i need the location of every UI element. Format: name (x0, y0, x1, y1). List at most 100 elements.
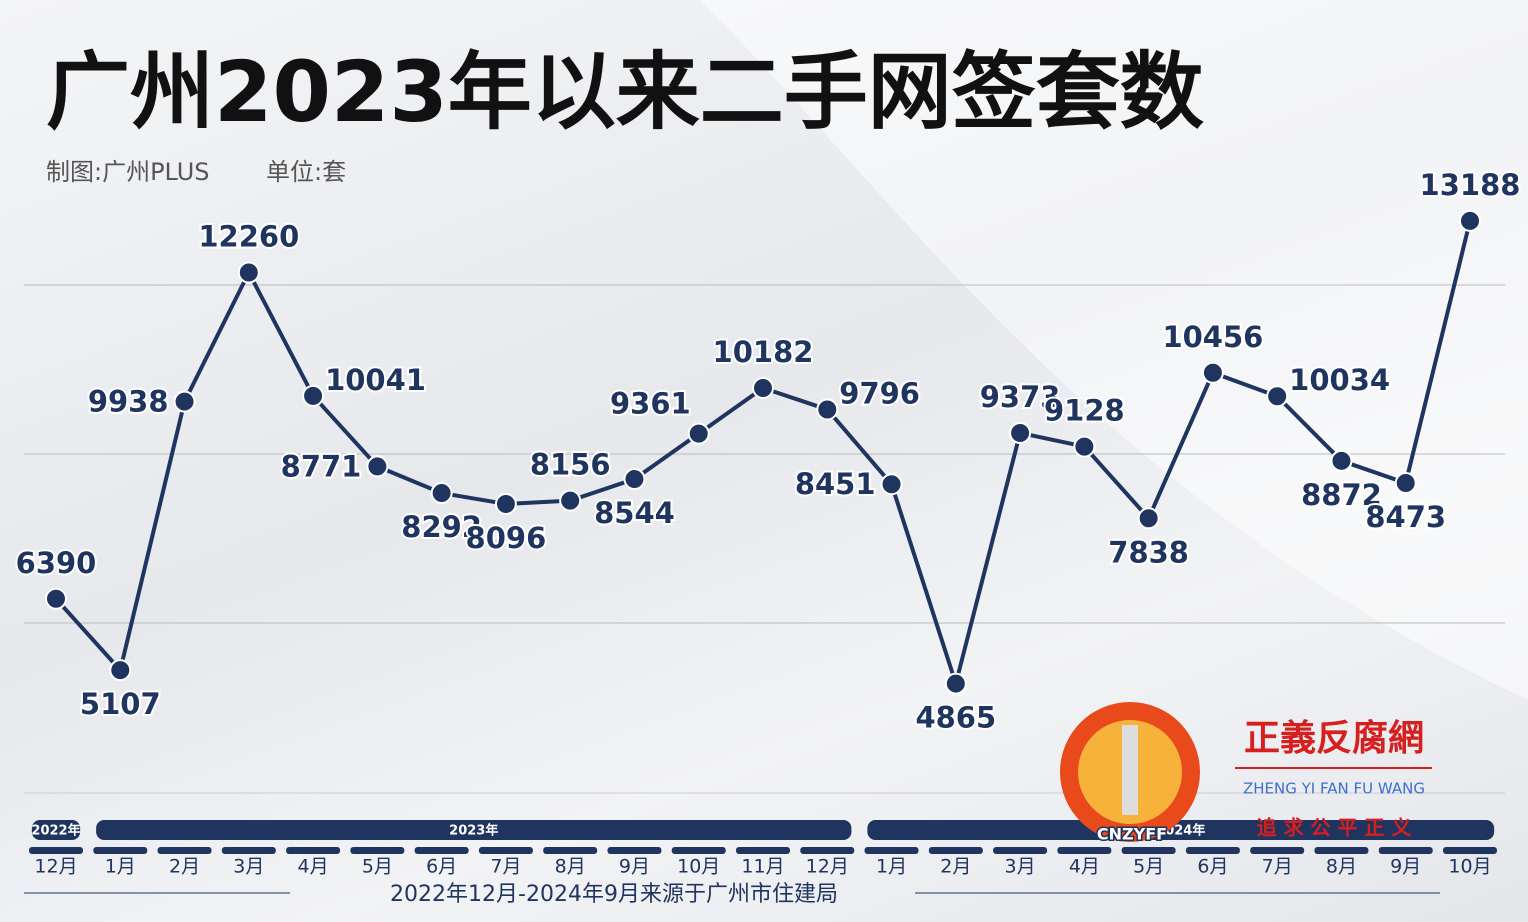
data-label: 8771 (281, 449, 362, 483)
month-tab (1121, 847, 1176, 854)
month-tab (1250, 847, 1305, 854)
month-tab (864, 847, 919, 854)
point (237, 261, 260, 284)
x-tick-label: 3月 (233, 856, 264, 878)
watermark-name: 正義反腐網 (1244, 718, 1424, 759)
point (494, 492, 517, 515)
month-tab (221, 847, 276, 854)
x-tick-label: 5月 (362, 856, 393, 878)
x-tick-label: 11月 (741, 856, 784, 878)
point (1073, 435, 1096, 458)
data-label: 6390 (16, 546, 97, 580)
data-label: 10034 (1289, 363, 1390, 397)
month-tab (93, 847, 148, 854)
data-label: 9361 (610, 387, 691, 421)
data-label: 8096 (466, 521, 547, 555)
point (1266, 385, 1289, 408)
data-label: 9373 (980, 380, 1061, 414)
chart-title: 广州2023年以来二手网签套数 (46, 43, 1204, 141)
point (430, 482, 453, 505)
x-tick-label: 9月 (619, 856, 650, 878)
data-label: 9938 (88, 385, 169, 419)
data-label: 8292 (401, 510, 482, 544)
point (109, 659, 132, 682)
x-tick-label: 1月 (105, 856, 136, 878)
x-tick-label: 2月 (169, 856, 200, 878)
month-tab (1378, 847, 1433, 854)
point (45, 587, 67, 610)
x-tick-label: 2月 (940, 856, 971, 878)
data-label: 7838 (1108, 535, 1189, 569)
point (944, 672, 967, 695)
x-tick-label: 12月 (34, 856, 77, 878)
point (1009, 421, 1032, 444)
unit: 单位:套 (266, 158, 346, 186)
month-tab (478, 847, 533, 854)
background-swoosh (700, 0, 1528, 700)
point (1459, 209, 1481, 232)
x-tick-label: 8月 (1326, 856, 1357, 878)
month-tab (1185, 847, 1240, 854)
data-label: 10182 (713, 335, 814, 369)
point (1137, 507, 1160, 530)
x-tick-label: 5月 (1133, 856, 1164, 878)
point (173, 390, 196, 413)
x-tick-label: 9月 (1390, 856, 1421, 878)
month-tab (414, 847, 469, 854)
data-label: 9796 (839, 376, 920, 410)
point (1201, 361, 1224, 384)
month-tab (1443, 847, 1497, 854)
x-tick-label: 7月 (490, 856, 521, 878)
point (1330, 449, 1353, 472)
logo-badge: CNZYFF (1097, 825, 1167, 844)
point (752, 377, 774, 400)
year-bar (31, 820, 81, 840)
x-tick-label: 6月 (1197, 856, 1228, 878)
data-label: 8451 (795, 467, 876, 501)
month-tab (157, 847, 212, 854)
x-tick-label: 12月 (806, 856, 849, 878)
month-tab (993, 847, 1048, 854)
data-label: 4865 (915, 701, 996, 735)
data-label: 8872 (1301, 478, 1382, 512)
month-tab (800, 847, 855, 854)
logo-pillar (1122, 725, 1138, 815)
x-tick-label: 6月 (426, 856, 457, 878)
year-label: 2023年 (449, 823, 498, 839)
month-tab (607, 847, 662, 854)
x-tick-label: 4月 (298, 856, 329, 878)
data-label: 10041 (325, 363, 426, 397)
point (559, 489, 582, 512)
data-label: 5107 (80, 687, 161, 721)
month-tab (671, 847, 726, 854)
month-tab (350, 847, 405, 854)
data-label: 9128 (1044, 394, 1125, 428)
point (623, 468, 646, 491)
month-tab (928, 847, 983, 854)
year-label: 2022年 (31, 823, 80, 839)
x-tick-label: 3月 (1005, 856, 1036, 878)
point (1394, 472, 1417, 495)
x-tick-label: 10月 (1448, 856, 1491, 878)
watermark-slogan: 追 求 公 平 正 义 (1257, 816, 1412, 840)
month-tab (736, 847, 790, 854)
x-tick-label: 10月 (677, 856, 720, 878)
watermark: CNZYFF 正義反腐網 ZHENG YI FAN FU WANG (1060, 702, 1432, 845)
month-tab (286, 847, 341, 854)
x-tick-label: 8月 (555, 856, 586, 878)
source: 2022年12月-2024年9月来源于广州市住建局 (390, 882, 838, 907)
month-tab (29, 847, 83, 854)
data-label: 12260 (198, 219, 299, 253)
year-bar (96, 820, 852, 840)
data-label: 8473 (1365, 500, 1446, 534)
point (880, 473, 903, 496)
x-tick-label: 4月 (1069, 856, 1100, 878)
x-tick-label: 1月 (876, 856, 907, 878)
data-label: 13188 (1420, 168, 1521, 202)
month-tab (543, 847, 598, 854)
data-label: 8156 (530, 448, 611, 482)
subtitle: 制图:广州PLUS (46, 158, 210, 186)
watermark-pinyin: ZHENG YI FAN FU WANG (1243, 780, 1425, 798)
month-tab (1057, 847, 1112, 854)
